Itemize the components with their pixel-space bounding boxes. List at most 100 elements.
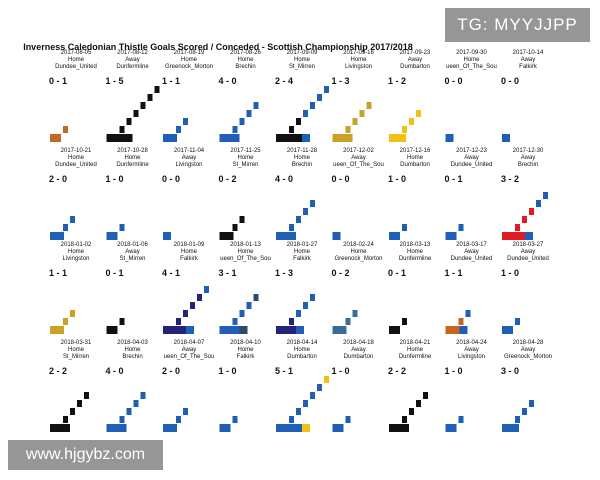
- match-base-bar: [219, 232, 234, 240]
- goal-scored-step: [289, 416, 294, 423]
- goal-conceded-step: [126, 118, 132, 125]
- goal-conceded-step: [536, 200, 541, 207]
- goal-scored-step: [345, 126, 351, 133]
- goal-scored-step: [63, 318, 68, 325]
- match-opponent: Dundee_United: [451, 162, 493, 168]
- match-opponent: St_Mirren: [289, 64, 315, 70]
- match-date: 2017-12-16: [400, 148, 431, 154]
- match-score: 2 - 2: [49, 366, 67, 376]
- goal-scored-step: [317, 384, 322, 391]
- match-opponent: Dundee_United: [507, 256, 549, 262]
- match-venue: Home: [181, 57, 198, 63]
- match-opponent: Brechin: [292, 162, 312, 168]
- goal-conceded-step: [465, 310, 471, 317]
- match-score: 3 - 1: [218, 268, 236, 278]
- goal-scored-step: [402, 224, 407, 231]
- goal-scored-step: [253, 102, 259, 109]
- match-opponent: St_Mirren: [63, 354, 89, 360]
- match-score: 0 - 1: [444, 174, 462, 184]
- match-score: 5 - 1: [275, 366, 293, 376]
- match-opponent: Dumbarton: [344, 354, 374, 360]
- match-date: 2018-04-28: [513, 340, 544, 346]
- match-base-bar: [50, 232, 64, 240]
- match-date: 2017-09-23: [400, 50, 431, 56]
- match-date: 2018-01-06: [117, 242, 148, 248]
- goal-scored-step: [402, 126, 407, 133]
- match-score: 3 - 2: [501, 174, 519, 184]
- match-score: 0 - 1: [388, 268, 406, 278]
- goal-scored-step: [232, 126, 238, 133]
- match-venue: Home: [407, 155, 424, 161]
- goal-scored-step: [176, 318, 181, 325]
- goal-conceded-step: [310, 294, 315, 301]
- match-score: 1 - 3: [331, 76, 349, 86]
- match-opponent: Greenock_Morton: [334, 256, 382, 262]
- goal-scored-step: [296, 118, 301, 125]
- match-opponent: Dundee_United: [55, 64, 97, 70]
- match-opponent: St_Mirren: [119, 256, 145, 262]
- match-date: 2017-08-26: [230, 50, 261, 56]
- match-base-bar: [389, 134, 406, 142]
- match-venue: Home: [237, 57, 254, 63]
- goal-conceded-step: [310, 102, 315, 109]
- match-venue: Home: [181, 249, 198, 255]
- match-venue: Home: [68, 249, 85, 255]
- goal-scored-step: [529, 208, 534, 215]
- chart-title: Inverness Caledonian Thistle Goals Score…: [23, 42, 413, 52]
- match-base-bar: [389, 326, 400, 334]
- match-score: 4 - 1: [162, 268, 180, 278]
- match-base-bar: [219, 134, 240, 142]
- goal-scored-step: [246, 110, 252, 117]
- match-base-bar: [502, 326, 513, 334]
- goal-conceded-step: [232, 224, 238, 231]
- match-base-bar-accent: [302, 424, 310, 432]
- match-score: 2 - 0: [162, 366, 180, 376]
- match-opponent: Livingston: [458, 354, 485, 360]
- match-venue: Home: [407, 347, 424, 353]
- goal-conceded-step: [84, 392, 89, 399]
- match-base-bar: [163, 326, 186, 334]
- goal-conceded-step: [154, 86, 160, 93]
- match-score: 0 - 0: [501, 76, 519, 86]
- match-base-bar: [502, 424, 519, 432]
- match-base-bar: [332, 134, 353, 142]
- match-venue: Home: [294, 155, 311, 161]
- goal-conceded-step: [423, 392, 428, 399]
- match-opponent: ueen_Of_The_Sou: [333, 162, 384, 168]
- match-date: 2018-04-07: [174, 340, 205, 346]
- goal-scored-step: [63, 224, 68, 231]
- match-base-bar: [502, 134, 510, 142]
- watermark-top-right: TG: MYYJJPP: [445, 8, 590, 42]
- match-venue: Away: [464, 155, 479, 161]
- goal-scored-step: [190, 302, 195, 309]
- match-score: 1 - 0: [388, 174, 406, 184]
- match-venue: Home: [237, 249, 254, 255]
- match-base-bar: [389, 232, 400, 240]
- goal-conceded-step: [416, 110, 421, 117]
- match-date: 2018-03-31: [61, 340, 92, 346]
- match-opponent: Falkirk: [237, 354, 256, 360]
- goal-conceded-step: [119, 318, 125, 325]
- goal-scored-step: [515, 224, 520, 231]
- match-base-bar: [276, 424, 302, 432]
- match-base-bar: [332, 232, 341, 240]
- match-date: 2018-03-27: [513, 242, 544, 248]
- goal-scored-step: [458, 318, 464, 325]
- match-score: 4 - 0: [105, 366, 123, 376]
- match-venue: Home: [237, 347, 254, 353]
- goal-scored-step: [522, 408, 527, 415]
- match-opponent: Greenock_Morton: [165, 64, 213, 70]
- match-base-bar: [276, 326, 296, 334]
- match-base-bar: [276, 232, 296, 240]
- goal-conceded-step: [239, 216, 245, 223]
- match-opponent: Dunfermline: [399, 256, 432, 262]
- goal-scored-step: [63, 416, 68, 423]
- goal-conceded-step: [324, 376, 329, 383]
- goal-scored-step: [126, 408, 132, 415]
- goal-conceded-step: [140, 102, 146, 109]
- match-date: 2017-12-02: [343, 148, 374, 154]
- goal-scored-step: [70, 216, 75, 223]
- match-base-bar: [445, 134, 454, 142]
- match-venue: Away: [182, 347, 197, 353]
